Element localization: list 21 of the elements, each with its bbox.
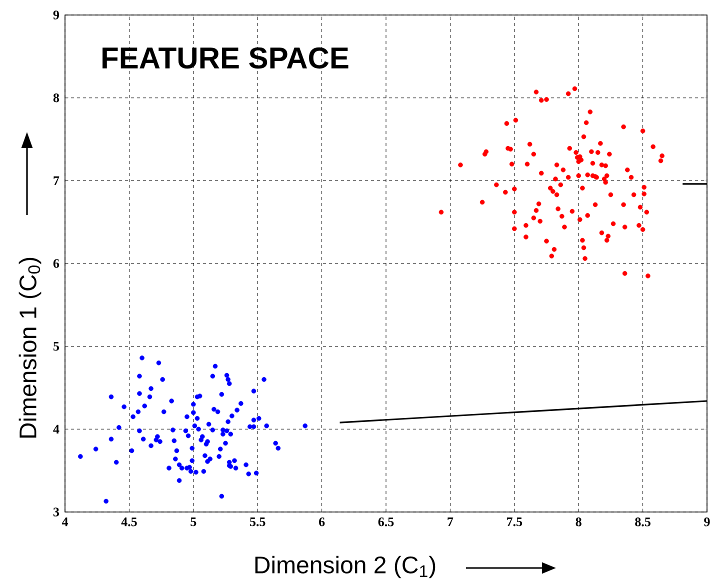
y-tick-label: 3 xyxy=(53,508,60,516)
y-tick-label: 6 xyxy=(53,259,60,268)
x-tick-label: 5 xyxy=(190,518,196,526)
x-tick-label: 4 xyxy=(62,518,68,526)
x-tick-label: 6 xyxy=(318,518,325,526)
x-tick-label: 6.5 xyxy=(378,518,394,526)
x-axis-title: Dimension 2 (C$_{1}$) xyxy=(255,556,436,578)
x-tick-label: 4.5 xyxy=(121,518,137,526)
x-tick-label: 7 xyxy=(448,518,454,526)
x-tick-label: 9 xyxy=(704,518,710,526)
x-tick-label: 7.5 xyxy=(507,518,522,526)
y-tick-label: 8 xyxy=(53,93,60,102)
x-tick-label: 5.5 xyxy=(250,518,266,526)
text: FEATURE SPACE xyxy=(102,47,348,69)
x-tick-label: 8 xyxy=(576,518,582,526)
y-tick-label: 4 xyxy=(53,424,60,434)
x-tick-label: 8.5 xyxy=(635,518,650,526)
y-tick-label: 9 xyxy=(53,10,60,20)
y-tick-label: 7 xyxy=(54,176,60,185)
y-tick-label: 5 xyxy=(53,342,59,351)
y-axis-title: Dimension 1 (C$_{0}$) xyxy=(18,258,42,438)
